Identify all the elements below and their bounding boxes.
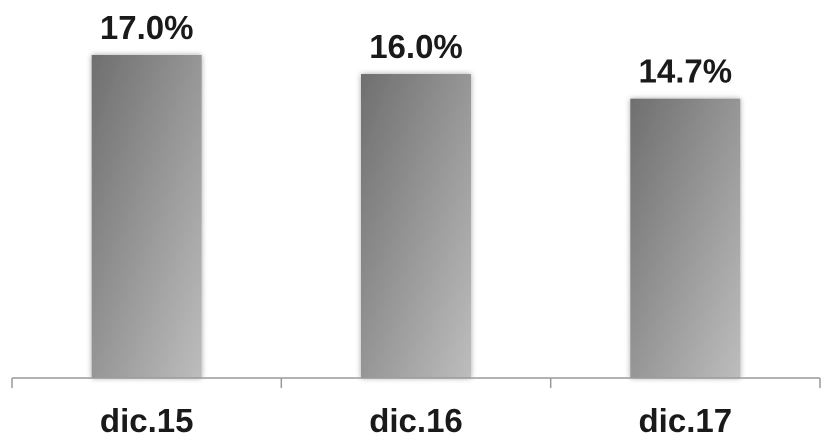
bar-dic.17 [630,98,741,378]
data-label-dic.17: 14.7% [639,53,733,90]
data-label-dic.15: 17.0% [100,9,194,46]
bar-dic.15 [91,55,202,378]
x-axis: dic.15 dic.16 dic.17 [11,377,821,438]
bar-dic.16 [361,74,471,378]
x-tick-label-dic.16: dic.16 [369,402,463,438]
data-labels-group: 17.0% 16.0% 14.7% [100,9,732,90]
bars-group [91,55,741,378]
x-tick-label-dic.15: dic.15 [100,402,194,438]
data-label-dic.16: 16.0% [369,28,463,65]
x-tick-label-dic.17: dic.17 [639,402,733,438]
